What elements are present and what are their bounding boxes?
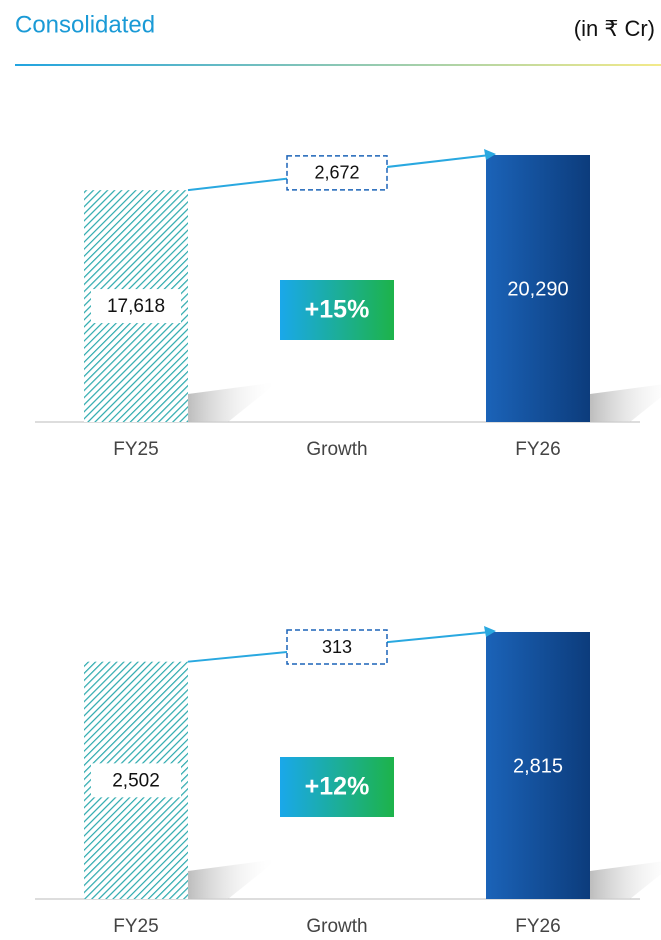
value-label: 20,290 <box>507 278 568 300</box>
unit: (in ₹ Cr) <box>574 16 655 41</box>
arrow-head <box>484 626 496 637</box>
value-label: 2,502 <box>112 770 160 791</box>
growth-percent: +12% <box>305 773 370 801</box>
x-tick-label: FY25 <box>113 916 158 937</box>
growth-percent: +15% <box>305 296 370 324</box>
growth-label: 313 <box>322 637 352 657</box>
bar-shadow <box>188 859 278 899</box>
x-tick-label: FY26 <box>515 439 560 460</box>
growth-box <box>286 629 388 665</box>
growth-label: 2,672 <box>314 163 359 183</box>
x-tick-label: FY25 <box>113 439 158 460</box>
bar <box>486 155 590 422</box>
growth-percent-box <box>280 280 394 340</box>
growth-percent-box <box>280 757 394 817</box>
header-rule <box>15 64 661 66</box>
bar-shadow <box>188 382 278 422</box>
value-box <box>91 763 181 798</box>
x-tick-label: Growth <box>306 916 367 937</box>
growth-box <box>286 155 388 191</box>
value-box <box>91 289 181 324</box>
value-label: 17,618 <box>107 296 165 317</box>
value-label: 2,815 <box>513 755 563 777</box>
bar <box>486 632 590 899</box>
x-tick-label: FY26 <box>515 916 560 937</box>
bar-shadow <box>590 861 661 899</box>
arrow-head <box>484 149 496 160</box>
title: Consolidated <box>15 11 155 38</box>
bar-shadow <box>590 384 661 422</box>
x-tick-label: Growth <box>306 439 367 460</box>
